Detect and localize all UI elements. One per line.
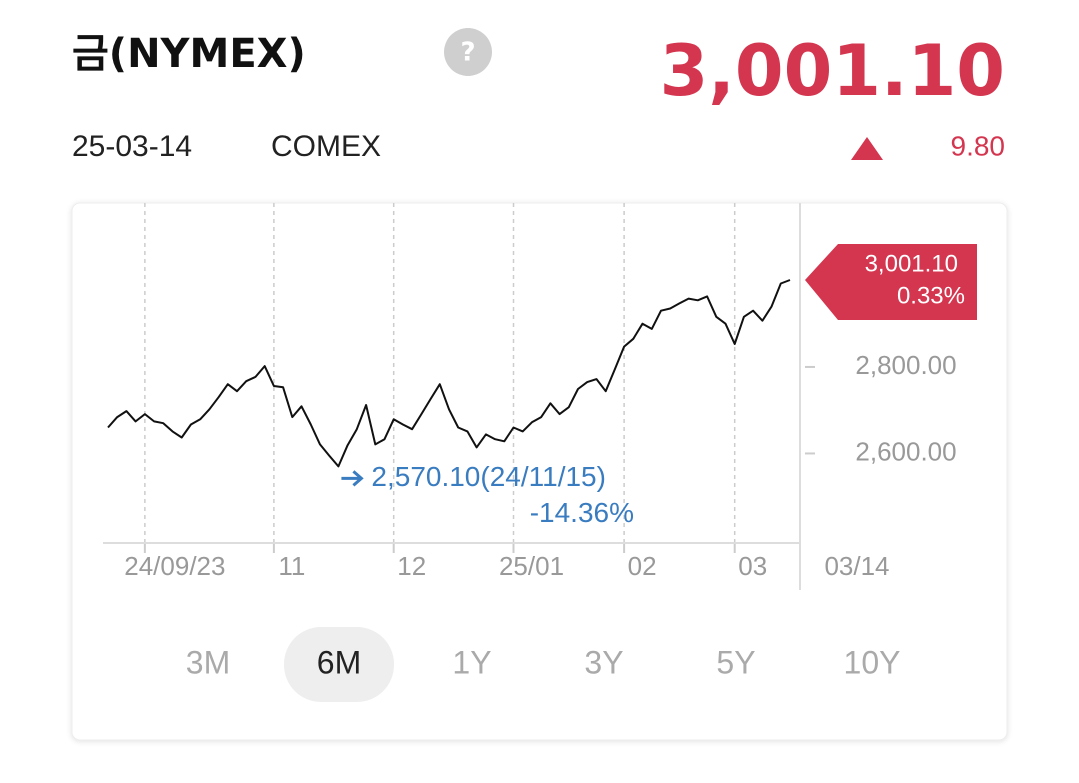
price-line — [107, 279, 791, 468]
chart-card — [71, 202, 1008, 741]
min-change: -14.36% — [530, 497, 634, 528]
range-selected-bg — [284, 627, 394, 702]
y-tick-label: 2,800.00 — [855, 350, 956, 380]
up-arrow — [851, 137, 883, 160]
y-tick-label: 2,600.00 — [855, 436, 956, 466]
help-icon[interactable] — [444, 28, 492, 76]
range-button[interactable]: 3Y — [584, 644, 623, 680]
range-button[interactable]: 6M — [317, 644, 361, 680]
range-button[interactable]: 3M — [186, 644, 230, 680]
range-button[interactable]: 10Y — [844, 644, 901, 680]
x-tick-label: 25/01 — [499, 551, 564, 581]
exchange: COMEX — [271, 130, 381, 163]
min-label: 2,570.10(24/11/15) — [371, 461, 606, 492]
date: 25-03-14 — [72, 130, 192, 163]
x-tick-label: 11 — [278, 551, 305, 581]
range-button[interactable]: 5Y — [716, 644, 755, 680]
help-mark: ? — [460, 38, 475, 68]
x-tick-label: 03/14 — [824, 551, 889, 581]
last-price: 3,001.10 — [865, 250, 958, 277]
title: 금(NYMEX) — [72, 31, 306, 77]
min-arrow — [341, 470, 364, 487]
range-button[interactable]: 1Y — [452, 644, 491, 680]
x-tick-label: 24/09/23 — [124, 551, 225, 581]
x-tick-label: 03 — [738, 551, 767, 581]
x-tick-label: 12 — [397, 551, 426, 581]
x-tick-label: 02 — [628, 551, 657, 581]
last-price-tag — [805, 244, 977, 320]
last-change: 0.33% — [897, 282, 965, 309]
price: 3,001.10 — [660, 30, 1005, 112]
change: 9.80 — [951, 130, 1006, 161]
